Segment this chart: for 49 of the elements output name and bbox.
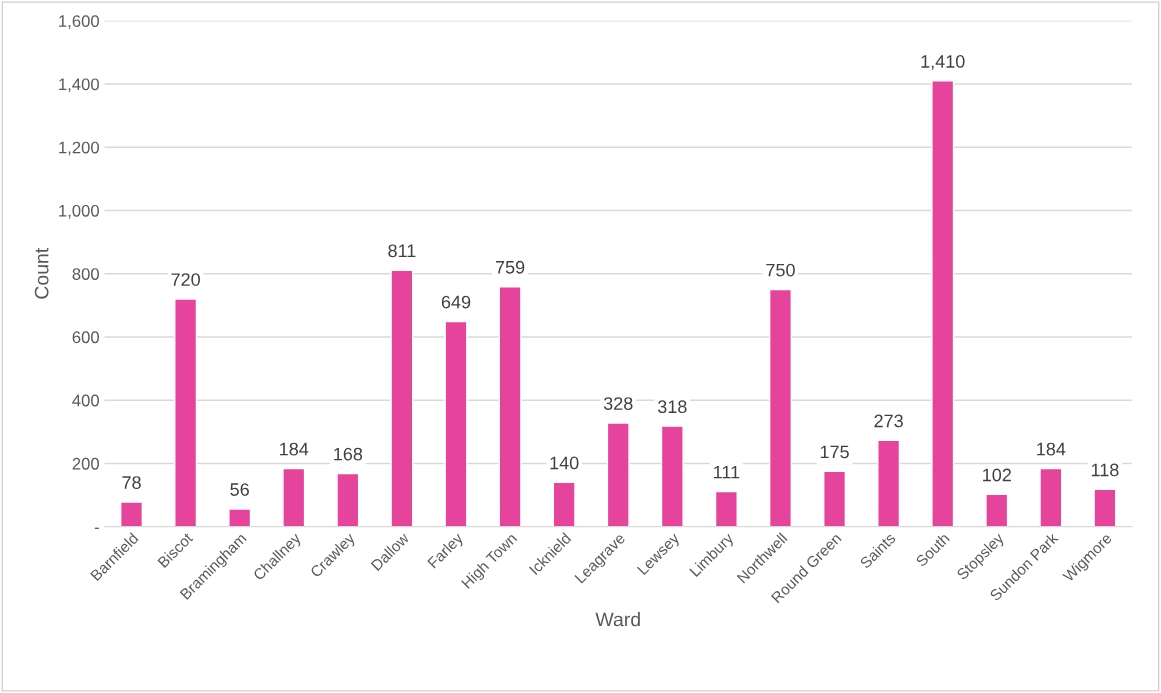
data-label: 102	[983, 468, 1011, 482]
data-label: 759	[495, 260, 525, 274]
data-label: 328	[603, 397, 633, 410]
bar	[877, 439, 901, 527]
y-tick-label: 1,200	[59, 141, 99, 156]
y-tick-label: 1,600	[59, 15, 99, 29]
y-tick-label: 400	[72, 394, 99, 407]
data-label: 111	[714, 465, 740, 479]
bar	[1093, 488, 1117, 527]
y-tick-label: 800	[72, 268, 99, 280]
y-tick-label: 1,400	[59, 78, 99, 93]
y-tick-label: 1,000	[59, 204, 99, 219]
data-label: 78	[122, 476, 141, 489]
bar	[444, 320, 468, 527]
bar	[282, 467, 306, 527]
bar	[120, 501, 144, 527]
bar	[1039, 467, 1063, 527]
bar	[931, 80, 955, 527]
y-axis-title: Count	[34, 247, 49, 299]
bar	[768, 288, 792, 527]
data-label: 184	[280, 442, 309, 456]
data-label: 750	[766, 263, 795, 277]
data-label: 1,410	[921, 55, 965, 70]
bar	[985, 493, 1009, 527]
bar	[228, 508, 252, 527]
y-tick-label: -	[94, 527, 99, 529]
bar	[823, 470, 847, 527]
bar	[336, 472, 360, 527]
x-axis-title: Ward	[595, 612, 640, 627]
data-label: 720	[171, 273, 200, 286]
data-label: 56	[230, 483, 249, 496]
y-tick-label: 200	[72, 457, 99, 470]
data-label: 318	[657, 400, 687, 414]
data-label: 175	[820, 445, 849, 459]
data-label: 140	[550, 456, 579, 470]
data-label: 811	[388, 244, 416, 258]
bar	[660, 425, 684, 527]
data-label: 118	[1091, 463, 1119, 477]
bar	[552, 481, 576, 527]
y-tick-label: 600	[72, 331, 99, 344]
data-label: 273	[874, 414, 903, 428]
bar	[606, 422, 630, 527]
data-label: 184	[1037, 442, 1066, 456]
bar	[174, 298, 198, 527]
data-label: 168	[334, 447, 363, 461]
data-label: 649	[441, 295, 471, 309]
bar	[714, 490, 738, 527]
bar	[498, 286, 522, 527]
bar	[390, 269, 414, 527]
